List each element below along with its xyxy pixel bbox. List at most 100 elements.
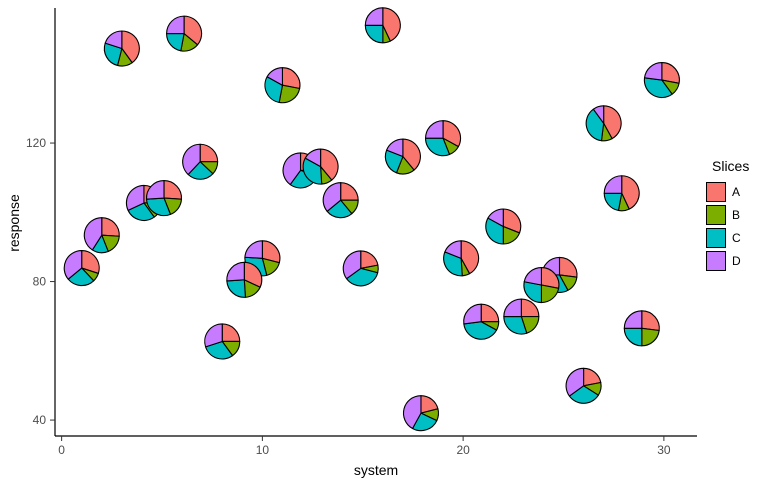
pie-glyph: [83, 217, 120, 254]
pie-slice-A: [558, 256, 578, 278]
pie-slice-C: [643, 77, 673, 99]
pie-slice-D: [623, 310, 643, 329]
pie-slice-B: [540, 284, 560, 304]
pie-slice-C: [503, 315, 528, 335]
pie-glyph: [603, 175, 640, 212]
legend-item-label: C: [732, 231, 741, 245]
legend-item-D: D: [706, 251, 749, 271]
legend-item-A: A: [706, 182, 749, 202]
pie-glyph: [523, 266, 560, 304]
pie-glyph: [342, 250, 379, 287]
pie-slice-B: [641, 327, 660, 347]
legend-key-swatch: [706, 182, 726, 202]
pie-glyph: [145, 180, 183, 217]
pie-slice-D: [386, 138, 404, 158]
pie-slice-D: [364, 7, 384, 26]
pie-slice-C: [166, 33, 185, 52]
pie-slice-C: [443, 251, 463, 277]
pie-slice-D: [226, 261, 245, 282]
pie-slice-A: [480, 303, 500, 323]
legend-item-C: C: [706, 228, 749, 248]
pie-slice-C: [302, 157, 323, 185]
pie-glyph: [585, 105, 622, 142]
pie-glyph: [643, 61, 680, 99]
pie-glyph: [226, 261, 263, 298]
pie-slice-D: [523, 266, 542, 286]
pie-slice-A: [502, 208, 522, 234]
pie-slice-D: [402, 395, 422, 430]
pie-slice-C: [67, 267, 95, 287]
pie-slice-C: [603, 192, 623, 211]
legend-item-B: B: [706, 205, 749, 225]
legend-item-label: D: [732, 254, 741, 268]
pie-slice-C: [145, 197, 171, 217]
pie-slice-D: [145, 180, 165, 200]
pie-slice-A: [199, 143, 219, 163]
pie-slice-D: [104, 30, 123, 50]
pie-slice-D: [463, 303, 482, 325]
pie-slice-D: [244, 240, 263, 259]
pie-slice-D: [322, 182, 342, 212]
pie-glyph: [485, 208, 522, 245]
y-tick-label: 40: [33, 413, 47, 427]
pie-glyph: [425, 120, 462, 157]
pie-slice-A: [320, 148, 339, 181]
pie-slice-A: [621, 175, 640, 210]
x-tick-label: 20: [456, 443, 470, 457]
pie-slice-C: [364, 24, 384, 44]
pie-slice-C: [127, 202, 155, 221]
pie-slice-C: [568, 385, 599, 404]
pie-slice-D: [204, 323, 223, 348]
pie-slice-D: [182, 143, 201, 176]
pie-slice-D: [266, 67, 283, 86]
legend-item-label: B: [732, 208, 741, 222]
pie-slice-D: [425, 120, 444, 139]
y-tick-label: 80: [33, 275, 47, 289]
pie-slice-D: [643, 61, 663, 81]
pie-glyph: [623, 310, 660, 347]
pie-slice-D: [282, 152, 302, 186]
pie-slice-C: [103, 42, 123, 67]
pie-slice-A: [382, 7, 401, 42]
pie-slice-D: [125, 184, 145, 211]
pie-slice-C: [226, 279, 246, 298]
legend-key-swatch: [706, 228, 726, 248]
pie-glyph: [182, 143, 219, 180]
pie-glyph: [463, 303, 500, 340]
pie-slice-D: [565, 367, 585, 397]
pie-glyph: [443, 240, 480, 277]
pie-slice-A: [243, 261, 263, 288]
pie-glyph: [364, 7, 401, 44]
pie-glyph: [63, 250, 100, 287]
pie-slice-A: [261, 240, 281, 264]
pie-slice-A: [402, 138, 421, 171]
y-tick-label: 120: [26, 136, 46, 150]
pie-slice-D: [503, 298, 522, 318]
pie-slice-D: [592, 105, 605, 124]
pie-slice-D: [444, 240, 462, 259]
x-tick-label: 0: [58, 443, 65, 457]
pie-slice-D: [603, 175, 623, 194]
pie-glyph: [103, 30, 140, 67]
legend-key-swatch: [706, 205, 726, 225]
pie-slice-C: [623, 327, 643, 347]
pie-slice-C: [346, 267, 379, 287]
pie-slice-A: [281, 67, 301, 90]
pie-glyph: [322, 182, 359, 219]
pie-glyph: [204, 323, 241, 360]
pie-glyph: [166, 15, 203, 52]
pie-glyph: [264, 67, 301, 104]
pie-slice-C: [585, 108, 605, 142]
pie-slice-A: [221, 323, 241, 343]
pie-slice-D: [342, 250, 362, 280]
pie-slice-A: [183, 15, 203, 46]
x-tick-label: 10: [256, 443, 270, 457]
pie-glyph: [302, 148, 339, 185]
pie-slice-D: [83, 217, 103, 251]
pie-slice-A: [641, 310, 660, 332]
pie-glyph: [565, 367, 602, 404]
pie-slice-A: [163, 180, 183, 200]
